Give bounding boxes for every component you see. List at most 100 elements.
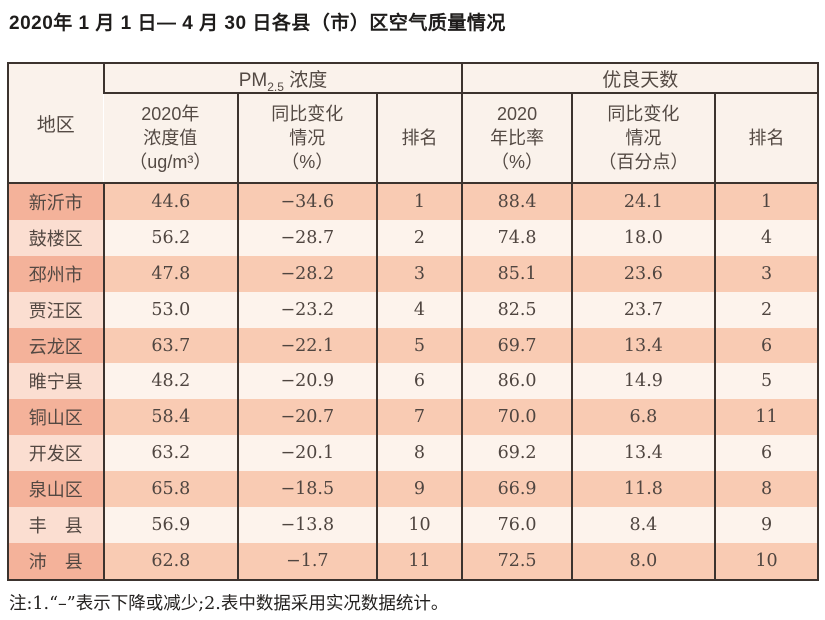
pm-change-cell: −28.2 (237, 255, 377, 292)
column-header-ratio: 2020 年比率 （%） (461, 92, 572, 184)
pm-change-cell: −1.7 (237, 542, 377, 580)
table-row: 邳州市 47.8 −28.2 3 85.1 23.6 3 (8, 255, 818, 292)
table-row: 铜山区 58.4 −20.7 7 70.0 6.8 11 (8, 399, 818, 436)
pm-value-cell: 65.8 (102, 471, 239, 508)
table-row: 丰 县 56.9 −13.8 10 76.0 8.4 9 (8, 507, 818, 543)
pm-value-cell: 63.7 (102, 327, 239, 364)
ratio-change-cell: 24.1 (570, 183, 716, 220)
ratio-cell: 76.0 (461, 507, 572, 543)
rank-cell: 10 (714, 542, 818, 580)
table-row: 鼓楼区 56.2 −28.7 2 74.8 18.0 4 (8, 219, 818, 256)
pm-value-cell: 63.2 (102, 435, 239, 472)
pm-value-cell: 58.4 (102, 399, 239, 436)
group-header-pm25: PM2.5 浓度 (102, 63, 463, 93)
pm25-suffix: 浓度 (283, 69, 328, 91)
rank-cell: 6 (714, 435, 818, 472)
region-cell: 沛 县 (8, 542, 104, 580)
pm-rank-cell: 6 (375, 363, 463, 400)
pm-change-cell: −13.8 (237, 507, 377, 543)
region-cell: 开发区 (8, 435, 104, 472)
ratio-cell: 66.9 (461, 471, 572, 508)
table-row: 云龙区 63.7 −22.1 5 69.7 13.4 6 (8, 327, 818, 364)
region-cell: 泉山区 (8, 471, 104, 508)
pm25-subscript: 2.5 (267, 79, 284, 93)
group-header-row: 地区 PM2.5 浓度 优良天数 (8, 63, 818, 184)
pm-value-cell: 44.6 (102, 183, 239, 220)
column-header-region: 地区 (8, 63, 104, 184)
region-cell: 丰 县 (8, 507, 104, 543)
pm-change-cell: −23.2 (237, 291, 377, 328)
ratio-change-cell: 13.4 (570, 327, 716, 364)
rank-cell: 5 (714, 363, 818, 400)
region-cell: 新沂市 (8, 183, 104, 220)
sub-header-row: 2020年 浓度值 （ug/m³） 同比变化 情况 （%） 排名 2020 年比… (8, 92, 818, 184)
table-row: 沛 县 62.8 −1.7 11 72.5 8.0 10 (8, 542, 818, 580)
column-header-pm-value: 2020年 浓度值 （ug/m³） (103, 92, 239, 184)
rank-cell: 9 (714, 507, 818, 543)
pm-change-cell: −22.1 (237, 327, 377, 364)
table-row: 新沂市 44.6 −34.6 1 88.4 24.1 1 (8, 183, 818, 220)
ratio-cell: 82.5 (461, 291, 572, 328)
page-title: 2020年 1 月 1 日— 4 月 30 日各县（市）区空气质量情况 (9, 13, 506, 34)
ratio-cell: 88.4 (461, 183, 572, 220)
pm-rank-cell: 10 (375, 507, 463, 543)
ratio-cell: 86.0 (461, 363, 572, 400)
ratio-cell: 74.8 (461, 219, 572, 256)
table-row: 开发区 63.2 −20.1 8 69.2 13.4 6 (8, 435, 818, 472)
ratio-cell: 70.0 (461, 399, 572, 436)
air-quality-table: 地区 PM2.5 浓度 优良天数 2020年 浓度值 （ug/m³） 同比变化 … (7, 62, 819, 581)
rank-cell: 2 (714, 291, 818, 328)
ratio-change-cell: 18.0 (570, 219, 716, 256)
rank-cell: 1 (714, 183, 818, 220)
ratio-cell: 85.1 (461, 255, 572, 292)
pm-rank-cell: 5 (375, 327, 463, 364)
region-cell: 睢宁县 (8, 363, 104, 400)
ratio-change-cell: 23.6 (570, 255, 716, 292)
pm-rank-cell: 3 (375, 255, 463, 292)
pm-rank-cell: 9 (375, 471, 463, 508)
pm-rank-cell: 11 (375, 542, 463, 580)
pm-value-cell: 47.8 (102, 255, 239, 292)
rank-cell: 11 (714, 399, 818, 436)
pm-rank-cell: 8 (375, 435, 463, 472)
region-cell: 云龙区 (8, 327, 104, 364)
column-header-pm-change: 同比变化 情况 （%） (237, 92, 377, 184)
pm-rank-cell: 2 (375, 219, 463, 256)
ratio-change-cell: 23.7 (570, 291, 716, 328)
pm-change-cell: −28.7 (237, 219, 377, 256)
rank-cell: 6 (714, 327, 818, 364)
ratio-change-cell: 11.8 (570, 471, 716, 508)
pm-change-cell: −18.5 (237, 471, 377, 508)
ratio-change-cell: 14.9 (570, 363, 716, 400)
table-row: 睢宁县 48.2 −20.9 6 86.0 14.9 5 (8, 363, 818, 400)
ratio-change-cell: 8.0 (570, 542, 716, 580)
column-header-pm-rank: 排名 (375, 92, 463, 184)
ratio-change-cell: 13.4 (570, 435, 716, 472)
ratio-cell: 72.5 (461, 542, 572, 580)
pm-value-cell: 56.2 (102, 219, 239, 256)
footnote: 注:1.“–”表示下降或减少;2.表中数据采用实况数据统计。 (9, 594, 449, 614)
region-cell: 邳州市 (8, 255, 104, 292)
region-cell: 鼓楼区 (8, 219, 104, 256)
table-body: 新沂市 44.6 −34.6 1 88.4 24.1 1 鼓楼区 56.2 −2… (8, 183, 818, 580)
table-header: 地区 PM2.5 浓度 优良天数 2020年 浓度值 （ug/m³） 同比变化 … (8, 63, 818, 184)
pm-change-cell: −20.9 (237, 363, 377, 400)
pm-value-cell: 56.9 (102, 507, 239, 543)
group-header-good-days: 优良天数 (461, 63, 818, 93)
pm-value-cell: 48.2 (102, 363, 239, 400)
pm-change-cell: −20.1 (237, 435, 377, 472)
pm25-prefix: PM (238, 69, 268, 91)
pm-value-cell: 53.0 (102, 291, 239, 328)
pm-change-cell: −34.6 (237, 183, 377, 220)
ratio-change-cell: 8.4 (570, 507, 716, 543)
pm-value-cell: 62.8 (102, 542, 239, 580)
column-header-ratio-change: 同比变化 情况 （百分点） (570, 92, 716, 184)
table-row: 贾汪区 53.0 −23.2 4 82.5 23.7 2 (8, 291, 818, 328)
ratio-cell: 69.2 (461, 435, 572, 472)
region-cell: 铜山区 (8, 399, 104, 436)
pm-rank-cell: 1 (375, 183, 463, 220)
column-header-rank: 排名 (714, 92, 818, 184)
ratio-change-cell: 6.8 (570, 399, 716, 436)
region-cell: 贾汪区 (8, 291, 104, 328)
